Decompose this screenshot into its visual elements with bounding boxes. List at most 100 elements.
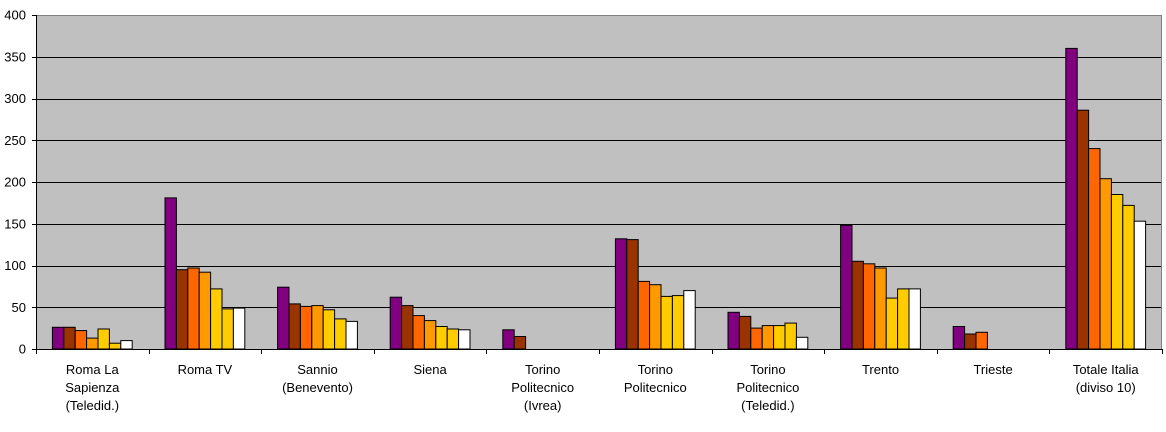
y-tick-label: 150 xyxy=(4,216,26,231)
bar xyxy=(345,320,358,350)
x-axis-category-labels: Roma La Sapienza (Teledid.) Roma TV Sannio (B… xyxy=(65,362,1139,413)
x-category-label-line: Trieste xyxy=(973,362,1012,377)
y-tick-label: 0 xyxy=(19,342,26,357)
x-category-label: Trieste xyxy=(973,362,1012,377)
x-category-label-line: (diviso 10) xyxy=(1076,380,1136,395)
x-category-label-line: Sannio xyxy=(297,362,337,377)
bar xyxy=(660,295,673,350)
bar xyxy=(63,326,76,350)
bar xyxy=(874,267,887,350)
x-category-label-line: (Ivrea) xyxy=(524,398,562,413)
x-category-label-line: Politecnico xyxy=(511,380,574,395)
y-tick-label: 300 xyxy=(4,91,26,106)
x-category-label-line: Totale Italia xyxy=(1073,362,1140,377)
bar xyxy=(198,271,212,350)
bar xyxy=(401,305,414,350)
x-category-label-line: Sapienza xyxy=(65,380,120,395)
x-category-label-line: Trento xyxy=(862,362,899,377)
x-category-label: Roma La Sapienza (Teledid.) xyxy=(65,362,120,413)
bar xyxy=(908,288,921,350)
x-category-label-line: (Teledid.) xyxy=(66,398,119,413)
y-tick-label: 400 xyxy=(4,8,26,23)
bar xyxy=(322,309,336,350)
bar xyxy=(840,224,853,350)
bar xyxy=(1088,148,1101,350)
bar xyxy=(51,326,65,350)
bar xyxy=(862,263,876,350)
x-category-label-line: (Benevento) xyxy=(282,380,353,395)
bar xyxy=(513,336,527,350)
bar xyxy=(952,326,966,350)
bar xyxy=(1133,220,1147,350)
y-tick-label: 250 xyxy=(4,133,26,148)
bar xyxy=(187,267,200,350)
bar xyxy=(458,329,471,350)
bar xyxy=(210,288,223,350)
x-category-label: Torino Politecnico xyxy=(624,362,687,395)
x-category-label: Roma TV xyxy=(178,362,233,377)
bar xyxy=(120,340,133,350)
bar xyxy=(750,327,763,350)
bar xyxy=(412,315,425,350)
bar xyxy=(784,322,797,350)
bar xyxy=(232,307,246,350)
x-category-label: Totale Italia (diviso 10) xyxy=(1073,362,1140,395)
x-category-label-line: Torino xyxy=(750,362,785,377)
bar xyxy=(164,197,177,350)
bar xyxy=(288,303,301,350)
bar xyxy=(964,333,977,350)
x-category-label-line: Roma TV xyxy=(178,362,233,377)
bar xyxy=(86,337,99,350)
bar xyxy=(683,290,696,350)
x-category-label: Sannio (Benevento) xyxy=(282,362,353,395)
bar xyxy=(423,320,437,350)
bar xyxy=(334,318,347,350)
bar xyxy=(1099,178,1112,350)
bar xyxy=(851,260,864,350)
bar xyxy=(1076,109,1090,350)
x-category-label: Torino Politecnico (Teledid.) xyxy=(736,362,799,413)
x-category-label-line: Torino xyxy=(638,362,673,377)
y-tick-label: 100 xyxy=(4,258,26,273)
y-tick-label: 350 xyxy=(4,49,26,64)
bar xyxy=(74,330,88,350)
bar xyxy=(727,311,740,350)
bar xyxy=(311,305,324,350)
x-category-label: Torino Politecnico (Ivrea) xyxy=(511,362,574,413)
bar xyxy=(435,326,448,350)
bar xyxy=(502,329,515,350)
axes xyxy=(32,15,1163,354)
bar xyxy=(975,331,988,350)
x-category-label-line: Politecnico xyxy=(624,380,687,395)
bar xyxy=(637,280,651,350)
x-category-label-line: (Teledid.) xyxy=(741,398,794,413)
bar xyxy=(389,296,403,350)
x-category-label-line: Politecnico xyxy=(736,380,799,395)
bar xyxy=(738,315,752,350)
bar xyxy=(299,305,313,350)
y-axis-tick-labels: 0 50 100 150 200 250 300 350 400 xyxy=(4,8,26,357)
bar xyxy=(795,336,809,350)
bar xyxy=(175,269,189,350)
bar xyxy=(277,286,290,350)
bar xyxy=(108,342,122,350)
x-category-label-line: Torino xyxy=(525,362,560,377)
x-category-label: Trento xyxy=(862,362,899,377)
bar xyxy=(97,328,110,350)
bar xyxy=(626,239,639,350)
bar xyxy=(671,295,685,350)
y-tick-label: 50 xyxy=(12,300,26,315)
bar xyxy=(773,325,786,350)
x-category-label-line: Roma La xyxy=(66,362,120,377)
bar xyxy=(614,238,628,350)
bar xyxy=(761,325,775,350)
y-tick-label: 200 xyxy=(4,175,26,190)
bar xyxy=(885,297,899,350)
bar xyxy=(649,284,662,350)
bar xyxy=(1110,194,1124,350)
bar xyxy=(1122,204,1135,350)
bar xyxy=(446,328,460,350)
bar xyxy=(221,308,234,350)
x-category-label: Siena xyxy=(413,362,447,377)
